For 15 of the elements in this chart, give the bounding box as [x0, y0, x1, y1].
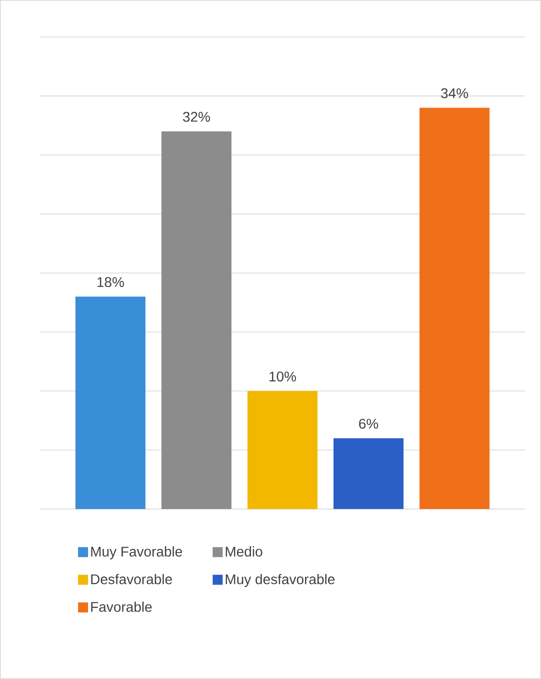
legend-label: Desfavorable	[91, 574, 172, 584]
legend-label: Muy Favorable	[91, 546, 182, 560]
legend-label: Muy desfavorable	[226, 574, 335, 587]
data-label: 32%	[182, 112, 210, 122]
data-label: 18%	[98, 277, 124, 288]
data-label: 34%	[441, 88, 468, 98]
bar	[420, 108, 490, 510]
data-label: 6%	[359, 418, 378, 429]
bar	[247, 391, 318, 510]
legend-label: Medio	[226, 546, 262, 557]
legend-label: Favorable	[91, 602, 152, 612]
bar	[161, 131, 232, 510]
data-label: 10%	[270, 372, 296, 382]
bar	[75, 296, 146, 510]
bar	[334, 438, 404, 510]
